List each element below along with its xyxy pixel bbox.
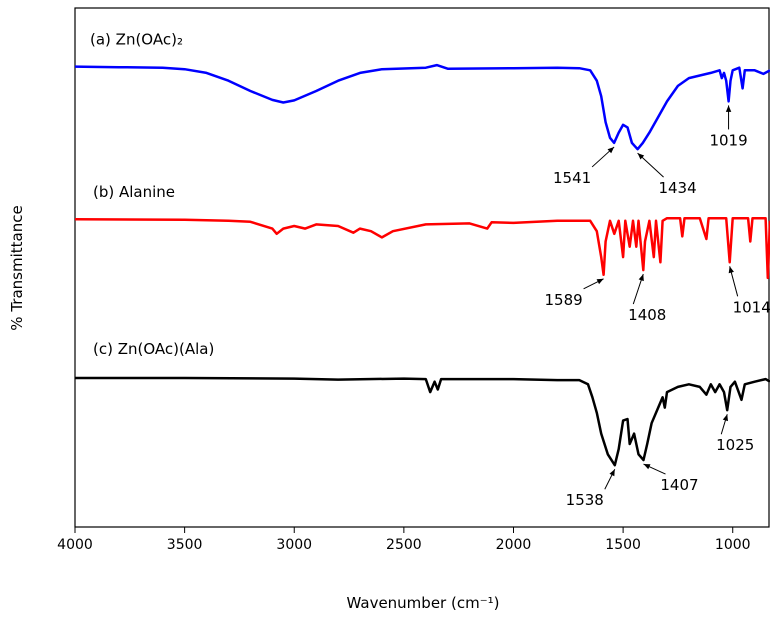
annotation-arrowhead [596,278,604,285]
annotation-arrowhead [637,153,645,160]
series-name: (b) Alanine [93,183,175,201]
annotation-label: 1589 [545,291,583,309]
series-line [75,216,770,280]
plot-frame [74,7,770,528]
annotation-arrowhead [725,105,732,112]
annotation-label: 1538 [566,491,604,509]
annotation-label: 1541 [553,169,591,187]
x-tick-label: 2000 [496,537,532,553]
annotation-arrowhead [607,146,615,154]
annotation-arrowhead [728,266,734,274]
annotation-arrowhead [643,464,651,470]
annotation-label: 1408 [628,306,666,324]
x-tick-label: 3500 [167,537,203,553]
annotation-label: 1407 [660,476,698,494]
annotation-arrowhead [722,414,729,422]
series-line [75,63,770,151]
series-name: (a) Zn(OAc)₂ [90,31,183,49]
x-tick-label: 4000 [57,537,93,553]
series-line [75,376,770,467]
x-tick-label: 1000 [715,537,751,553]
annotation-label: 1014 [733,298,770,316]
annotation-arrowhead [638,274,644,282]
y-axis-label: % Transmittance [8,205,26,330]
annotation-label: 1434 [658,179,696,197]
annotation-label: 1019 [709,131,747,149]
series-name: (c) Zn(OAc)(Ala) [93,340,214,358]
x-axis-label: Wavenumber (cm⁻¹) [347,594,500,612]
annotation-label: 1025 [716,436,754,454]
x-tick-label: 3000 [276,537,312,553]
x-tick-label: 2500 [386,537,422,553]
annotation-arrowhead [609,469,615,477]
x-tick-label: 1500 [605,537,641,553]
